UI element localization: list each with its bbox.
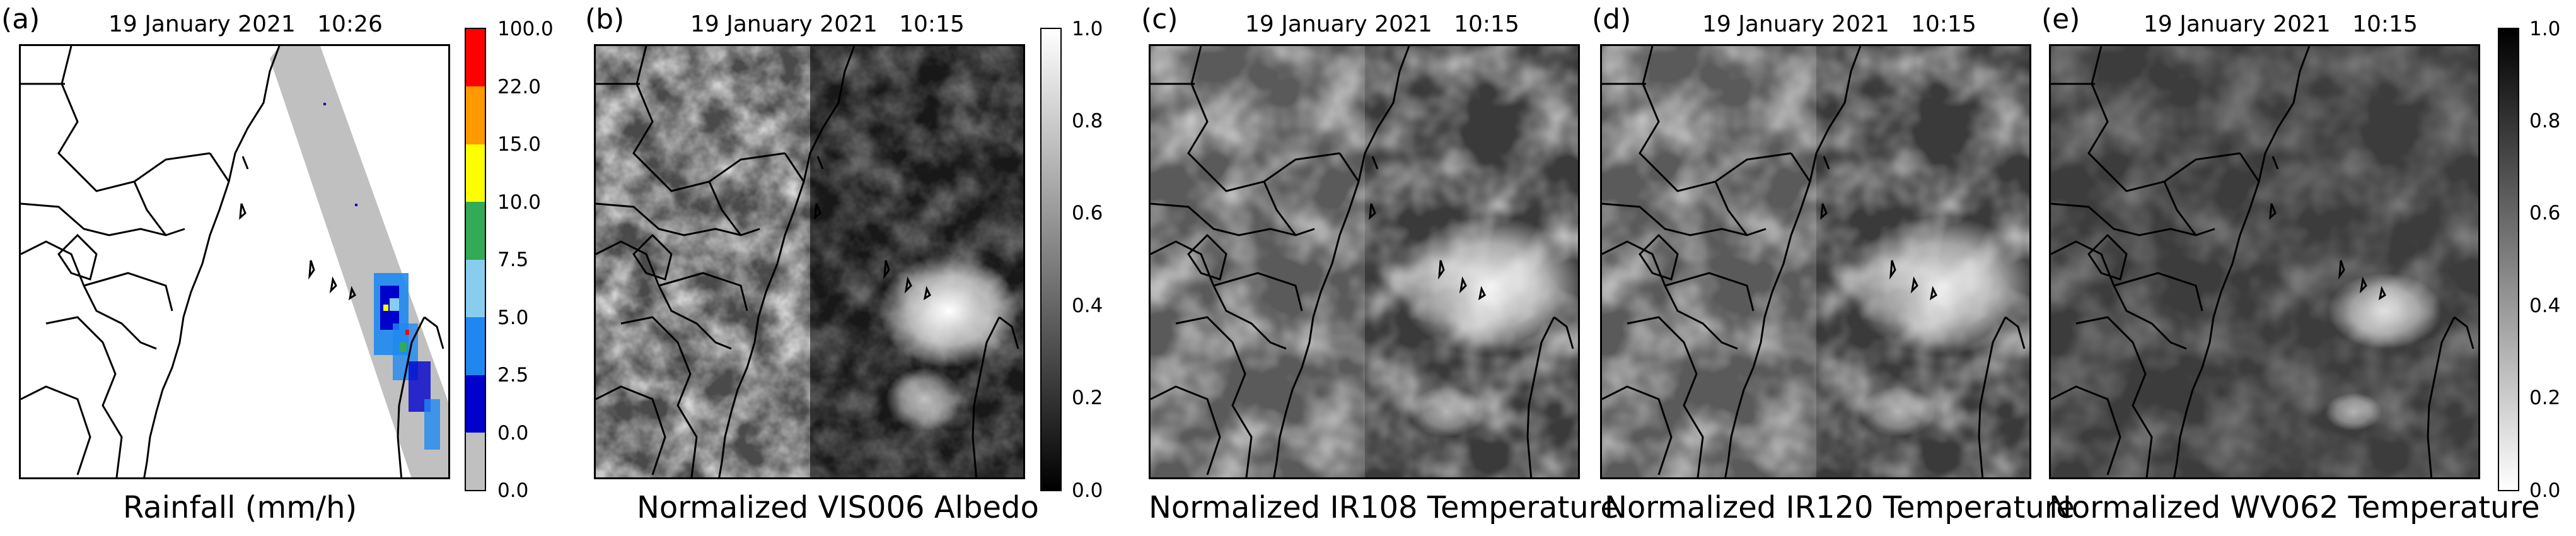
satellite-image-icon bbox=[596, 46, 1023, 477]
ir-colorbar bbox=[2498, 28, 2519, 491]
panel-c-caption: Normalized IR108 Temperature bbox=[1149, 490, 1619, 525]
panel-d-date: 19 January 2021 10:15 bbox=[1702, 11, 1976, 37]
rain-tick-7: 0.0 bbox=[497, 422, 529, 445]
rain-tick-2: 15.0 bbox=[497, 133, 542, 156]
rain-tick-4: 7.5 bbox=[497, 248, 529, 271]
ir-tick-3: 0.4 bbox=[2529, 294, 2561, 317]
vis-tick-2: 0.6 bbox=[1072, 202, 1103, 224]
vis-tick-1: 0.8 bbox=[1072, 110, 1103, 132]
rain-tick-5: 5.0 bbox=[497, 306, 529, 329]
rain-cells bbox=[323, 103, 440, 450]
ir-tick-1: 0.8 bbox=[2529, 110, 2561, 132]
satellite-image-icon bbox=[1602, 46, 2029, 477]
vis-colorbar bbox=[1040, 28, 1062, 491]
panel-b-date: 19 January 2021 10:15 bbox=[690, 11, 965, 37]
ir-tick-0: 1.0 bbox=[2529, 18, 2561, 40]
panel-e-letter: (e) bbox=[2041, 3, 2080, 35]
panel-c-letter: (c) bbox=[1141, 3, 1178, 35]
ir120-map bbox=[1600, 44, 2031, 479]
vis-tick-5: 0.0 bbox=[1072, 479, 1103, 502]
vis-tick-4: 0.2 bbox=[1072, 387, 1103, 409]
vis-tick-3: 0.4 bbox=[1072, 294, 1103, 317]
rain-tick-8: 0.0 bbox=[497, 479, 529, 502]
ir108-map bbox=[1149, 44, 1580, 479]
wv062-map bbox=[2049, 44, 2480, 479]
panel-d-caption: Normalized IR120 Temperature bbox=[1604, 490, 2075, 525]
rainfall-colorbar bbox=[465, 28, 486, 491]
satellite-image-icon bbox=[1151, 46, 1578, 477]
panel-a-caption: Rainfall (mm/h) bbox=[123, 490, 357, 525]
rain-tick-0: 100.0 bbox=[497, 18, 554, 40]
rainfall-map bbox=[19, 44, 450, 479]
panel-a-date: 19 January 2021 10:26 bbox=[108, 11, 383, 37]
satellite-image-icon bbox=[2051, 46, 2478, 477]
panel-d-letter: (d) bbox=[1592, 3, 1632, 35]
panel-e-date: 19 January 2021 10:15 bbox=[2144, 11, 2418, 37]
panel-e-caption: Normalized WV062 Temperature bbox=[2049, 490, 2540, 525]
rain-tick-1: 22.0 bbox=[497, 76, 542, 98]
panel-a-letter: (a) bbox=[1, 3, 40, 35]
east-africa-coastline-icon bbox=[21, 46, 448, 477]
rain-tick-6: 2.5 bbox=[497, 364, 529, 387]
panel-c-date: 19 January 2021 10:15 bbox=[1245, 11, 1519, 37]
vis006-map bbox=[594, 44, 1025, 479]
rain-tick-3: 10.0 bbox=[497, 191, 542, 214]
panel-b-letter: (b) bbox=[585, 3, 625, 35]
vis-tick-0: 1.0 bbox=[1072, 18, 1103, 40]
ir-tick-4: 0.2 bbox=[2529, 387, 2561, 409]
ir-tick-5: 0.0 bbox=[2529, 479, 2561, 502]
panel-b-caption: Normalized VIS006 Albedo bbox=[637, 490, 1039, 525]
ir-tick-2: 0.6 bbox=[2529, 202, 2561, 224]
